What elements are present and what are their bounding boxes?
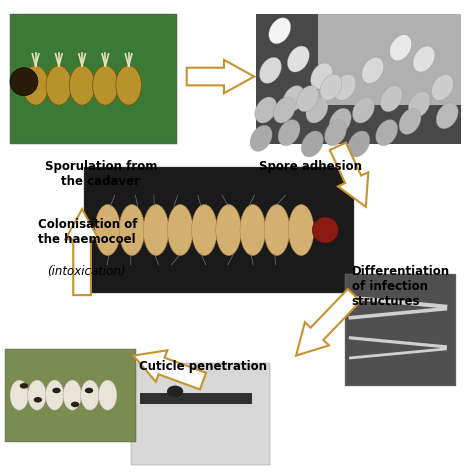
Ellipse shape xyxy=(259,57,282,83)
Ellipse shape xyxy=(23,65,48,105)
Ellipse shape xyxy=(320,74,342,100)
Text: Cuticle penetration: Cuticle penetration xyxy=(139,360,267,373)
Ellipse shape xyxy=(283,86,305,112)
Ellipse shape xyxy=(143,204,169,255)
Ellipse shape xyxy=(85,388,93,393)
Ellipse shape xyxy=(81,380,99,410)
Text: Differentiation
of infection
structures: Differentiation of infection structures xyxy=(352,265,450,308)
Ellipse shape xyxy=(329,108,351,134)
Ellipse shape xyxy=(167,204,193,255)
Ellipse shape xyxy=(353,97,374,123)
Ellipse shape xyxy=(287,46,310,72)
Ellipse shape xyxy=(334,74,356,100)
Ellipse shape xyxy=(436,103,458,129)
Circle shape xyxy=(10,68,38,96)
Ellipse shape xyxy=(92,65,118,105)
Ellipse shape xyxy=(34,397,42,402)
Ellipse shape xyxy=(278,119,300,146)
Ellipse shape xyxy=(116,65,141,105)
FancyBboxPatch shape xyxy=(256,14,461,144)
Text: Spore adhesion: Spore adhesion xyxy=(259,160,362,173)
Text: Colonisation of
the haemocoel: Colonisation of the haemocoel xyxy=(38,219,137,246)
Ellipse shape xyxy=(216,204,241,255)
Polygon shape xyxy=(296,289,361,356)
Ellipse shape xyxy=(52,388,61,393)
Ellipse shape xyxy=(431,74,454,100)
Text: (intoxication): (intoxication) xyxy=(47,265,126,278)
Ellipse shape xyxy=(46,65,72,105)
Polygon shape xyxy=(133,350,206,390)
Ellipse shape xyxy=(348,131,370,157)
Ellipse shape xyxy=(362,57,384,83)
Circle shape xyxy=(312,217,338,243)
Ellipse shape xyxy=(10,380,28,410)
FancyBboxPatch shape xyxy=(10,14,177,144)
FancyBboxPatch shape xyxy=(131,363,271,465)
Ellipse shape xyxy=(376,119,398,146)
FancyBboxPatch shape xyxy=(84,167,354,293)
Ellipse shape xyxy=(297,86,319,112)
Ellipse shape xyxy=(119,204,145,255)
Ellipse shape xyxy=(288,204,314,255)
Ellipse shape xyxy=(191,204,217,255)
FancyBboxPatch shape xyxy=(5,348,136,442)
Ellipse shape xyxy=(63,380,82,410)
Ellipse shape xyxy=(167,385,183,397)
Ellipse shape xyxy=(273,97,295,123)
Ellipse shape xyxy=(20,383,28,389)
Ellipse shape xyxy=(69,65,95,105)
Ellipse shape xyxy=(306,97,328,123)
Ellipse shape xyxy=(264,204,290,255)
Ellipse shape xyxy=(269,18,291,44)
Polygon shape xyxy=(187,60,254,93)
Polygon shape xyxy=(330,143,368,207)
Ellipse shape xyxy=(408,91,430,118)
FancyBboxPatch shape xyxy=(345,274,456,386)
Ellipse shape xyxy=(325,119,346,146)
FancyBboxPatch shape xyxy=(140,393,252,404)
Ellipse shape xyxy=(255,97,277,123)
Text: Sporulation from
the cadaver: Sporulation from the cadaver xyxy=(45,160,157,188)
Ellipse shape xyxy=(95,204,120,255)
Ellipse shape xyxy=(250,125,272,151)
Ellipse shape xyxy=(399,108,421,134)
Ellipse shape xyxy=(240,204,265,255)
Ellipse shape xyxy=(301,131,323,157)
Ellipse shape xyxy=(99,380,117,410)
Ellipse shape xyxy=(310,63,333,89)
Ellipse shape xyxy=(413,46,435,72)
Ellipse shape xyxy=(390,35,411,61)
Ellipse shape xyxy=(71,401,79,407)
Ellipse shape xyxy=(381,86,402,112)
Ellipse shape xyxy=(46,380,64,410)
Polygon shape xyxy=(65,209,99,295)
FancyBboxPatch shape xyxy=(318,14,461,105)
Ellipse shape xyxy=(27,380,46,410)
